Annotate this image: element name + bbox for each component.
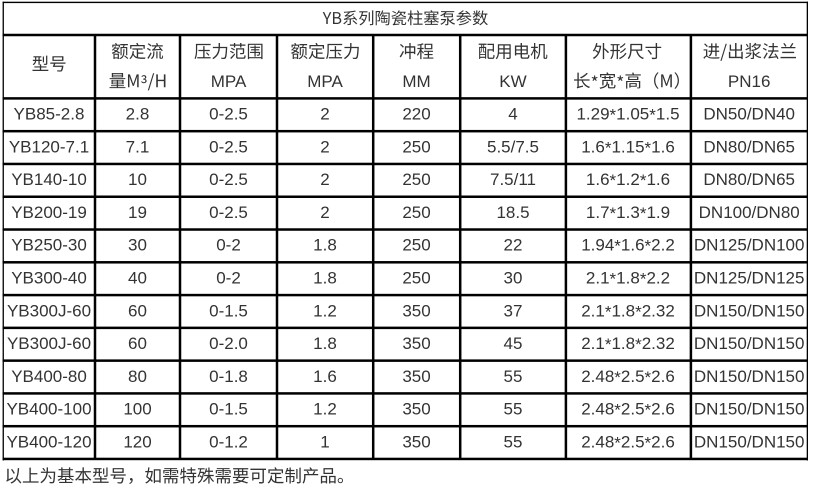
svg-text:MPA: MPA bbox=[307, 72, 343, 91]
svg-text:0-1.2: 0-1.2 bbox=[209, 432, 248, 451]
svg-text:DN50/DN40: DN50/DN40 bbox=[703, 105, 795, 124]
svg-text:2.1*1.8*2.2: 2.1*1.8*2.2 bbox=[586, 269, 670, 289]
svg-text:10: 10 bbox=[128, 170, 147, 189]
svg-text:45: 45 bbox=[504, 334, 523, 353]
svg-text:350: 350 bbox=[402, 301, 430, 320]
svg-text:2.48*2.5*2.6: 2.48*2.5*2.6 bbox=[581, 432, 675, 452]
svg-text:0-1.5: 0-1.5 bbox=[209, 301, 248, 320]
svg-text:250: 250 bbox=[402, 203, 430, 222]
svg-text:YB300J-60: YB300J-60 bbox=[7, 334, 91, 353]
svg-text:2: 2 bbox=[320, 137, 329, 156]
svg-text:DN80/DN65: DN80/DN65 bbox=[703, 170, 795, 189]
svg-text:30: 30 bbox=[128, 236, 147, 255]
svg-text:DN125/DN100: DN125/DN100 bbox=[694, 236, 805, 255]
svg-text:DN125/DN125: DN125/DN125 bbox=[694, 269, 805, 288]
svg-text:YB400-120: YB400-120 bbox=[6, 432, 91, 451]
svg-text:DN80/DN65: DN80/DN65 bbox=[703, 137, 795, 156]
svg-text:YB200-19: YB200-19 bbox=[11, 203, 87, 222]
svg-text:100: 100 bbox=[123, 400, 151, 419]
svg-text:5.5/7.5: 5.5/7.5 bbox=[487, 137, 539, 156]
svg-text:0-2: 0-2 bbox=[216, 236, 241, 255]
svg-text:80: 80 bbox=[128, 367, 147, 386]
svg-text:250: 250 bbox=[402, 236, 430, 255]
svg-text:1: 1 bbox=[320, 432, 329, 451]
svg-text:YB140-10: YB140-10 bbox=[11, 170, 87, 189]
svg-text:1.6*1.2*1.6: 1.6*1.2*1.6 bbox=[586, 170, 670, 190]
svg-text:0-1.8: 0-1.8 bbox=[209, 367, 248, 386]
svg-text:DN150/DN150: DN150/DN150 bbox=[694, 432, 805, 451]
svg-text:350: 350 bbox=[402, 367, 430, 386]
svg-text:DN150/DN150: DN150/DN150 bbox=[694, 367, 805, 386]
svg-text:250: 250 bbox=[402, 170, 430, 189]
svg-text:40: 40 bbox=[128, 269, 147, 288]
svg-text:55: 55 bbox=[504, 400, 523, 419]
svg-text:1.2: 1.2 bbox=[313, 400, 337, 419]
svg-text:2: 2 bbox=[320, 170, 329, 189]
svg-text:DN100/DN80: DN100/DN80 bbox=[699, 203, 800, 222]
svg-text:350: 350 bbox=[402, 334, 430, 353]
svg-text:350: 350 bbox=[402, 400, 430, 419]
svg-text:0-2.5: 0-2.5 bbox=[209, 203, 248, 222]
svg-text:2.8: 2.8 bbox=[126, 105, 150, 124]
svg-text:0-2.5: 0-2.5 bbox=[209, 170, 248, 189]
svg-text:55: 55 bbox=[504, 367, 523, 386]
svg-text:18.5: 18.5 bbox=[496, 203, 529, 222]
svg-text:KW: KW bbox=[499, 72, 526, 91]
svg-text:55: 55 bbox=[504, 432, 523, 451]
svg-text:19: 19 bbox=[128, 203, 147, 222]
svg-text:MM: MM bbox=[402, 72, 430, 91]
svg-text:1.7*1.3*1.9: 1.7*1.3*1.9 bbox=[586, 203, 670, 223]
svg-text:1.94*1.6*2.2: 1.94*1.6*2.2 bbox=[581, 236, 675, 256]
svg-text:30: 30 bbox=[504, 269, 523, 288]
svg-text:1.8: 1.8 bbox=[313, 334, 337, 353]
svg-text:YB400-80: YB400-80 bbox=[11, 367, 87, 386]
svg-text:1.2: 1.2 bbox=[313, 301, 337, 320]
svg-text:0-1.5: 0-1.5 bbox=[209, 400, 248, 419]
svg-text:PN16: PN16 bbox=[728, 72, 771, 91]
svg-text:0-2: 0-2 bbox=[216, 269, 241, 288]
svg-text:1.8: 1.8 bbox=[313, 269, 337, 288]
svg-text:DN150/DN150: DN150/DN150 bbox=[694, 301, 805, 320]
svg-text:37: 37 bbox=[504, 301, 523, 320]
svg-text:60: 60 bbox=[128, 301, 147, 320]
svg-text:2.1*1.8*2.32: 2.1*1.8*2.32 bbox=[581, 334, 675, 354]
svg-text:1.6*1.15*1.6: 1.6*1.15*1.6 bbox=[581, 137, 675, 157]
svg-text:DN150/DN150: DN150/DN150 bbox=[694, 334, 805, 353]
svg-text:0-2.5: 0-2.5 bbox=[209, 105, 248, 124]
svg-text:YB300J-60: YB300J-60 bbox=[7, 301, 91, 320]
svg-text:YB400-100: YB400-100 bbox=[6, 400, 91, 419]
svg-text:4: 4 bbox=[508, 105, 517, 124]
svg-text:2.48*2.5*2.6: 2.48*2.5*2.6 bbox=[581, 367, 675, 387]
svg-text:250: 250 bbox=[402, 269, 430, 288]
svg-text:2.48*2.5*2.6: 2.48*2.5*2.6 bbox=[581, 400, 675, 420]
svg-text:250: 250 bbox=[402, 137, 430, 156]
svg-text:1.6: 1.6 bbox=[313, 367, 337, 386]
svg-text:2: 2 bbox=[320, 203, 329, 222]
svg-text:60: 60 bbox=[128, 334, 147, 353]
svg-text:0-2.0: 0-2.0 bbox=[209, 334, 248, 353]
svg-text:220: 220 bbox=[402, 105, 430, 124]
svg-text:1.29*1.05*1.5: 1.29*1.05*1.5 bbox=[576, 105, 679, 125]
svg-text:YB250-30: YB250-30 bbox=[11, 236, 87, 255]
svg-text:7.5/11: 7.5/11 bbox=[490, 170, 536, 189]
svg-text:YB300-40: YB300-40 bbox=[11, 269, 87, 288]
svg-text:DN150/DN150: DN150/DN150 bbox=[694, 400, 805, 419]
svg-text:2.1*1.8*2.32: 2.1*1.8*2.32 bbox=[581, 301, 675, 321]
svg-text:350: 350 bbox=[402, 432, 430, 451]
svg-text:YB85-2.8: YB85-2.8 bbox=[14, 105, 85, 124]
svg-text:7.1: 7.1 bbox=[126, 137, 150, 156]
svg-text:2: 2 bbox=[320, 105, 329, 124]
svg-text:MPA: MPA bbox=[211, 72, 247, 91]
svg-text:0-2.5: 0-2.5 bbox=[209, 137, 248, 156]
svg-text:120: 120 bbox=[123, 432, 151, 451]
svg-text:22: 22 bbox=[504, 236, 523, 255]
svg-text:YB120-7.1: YB120-7.1 bbox=[9, 137, 89, 156]
svg-text:1.8: 1.8 bbox=[313, 236, 337, 255]
